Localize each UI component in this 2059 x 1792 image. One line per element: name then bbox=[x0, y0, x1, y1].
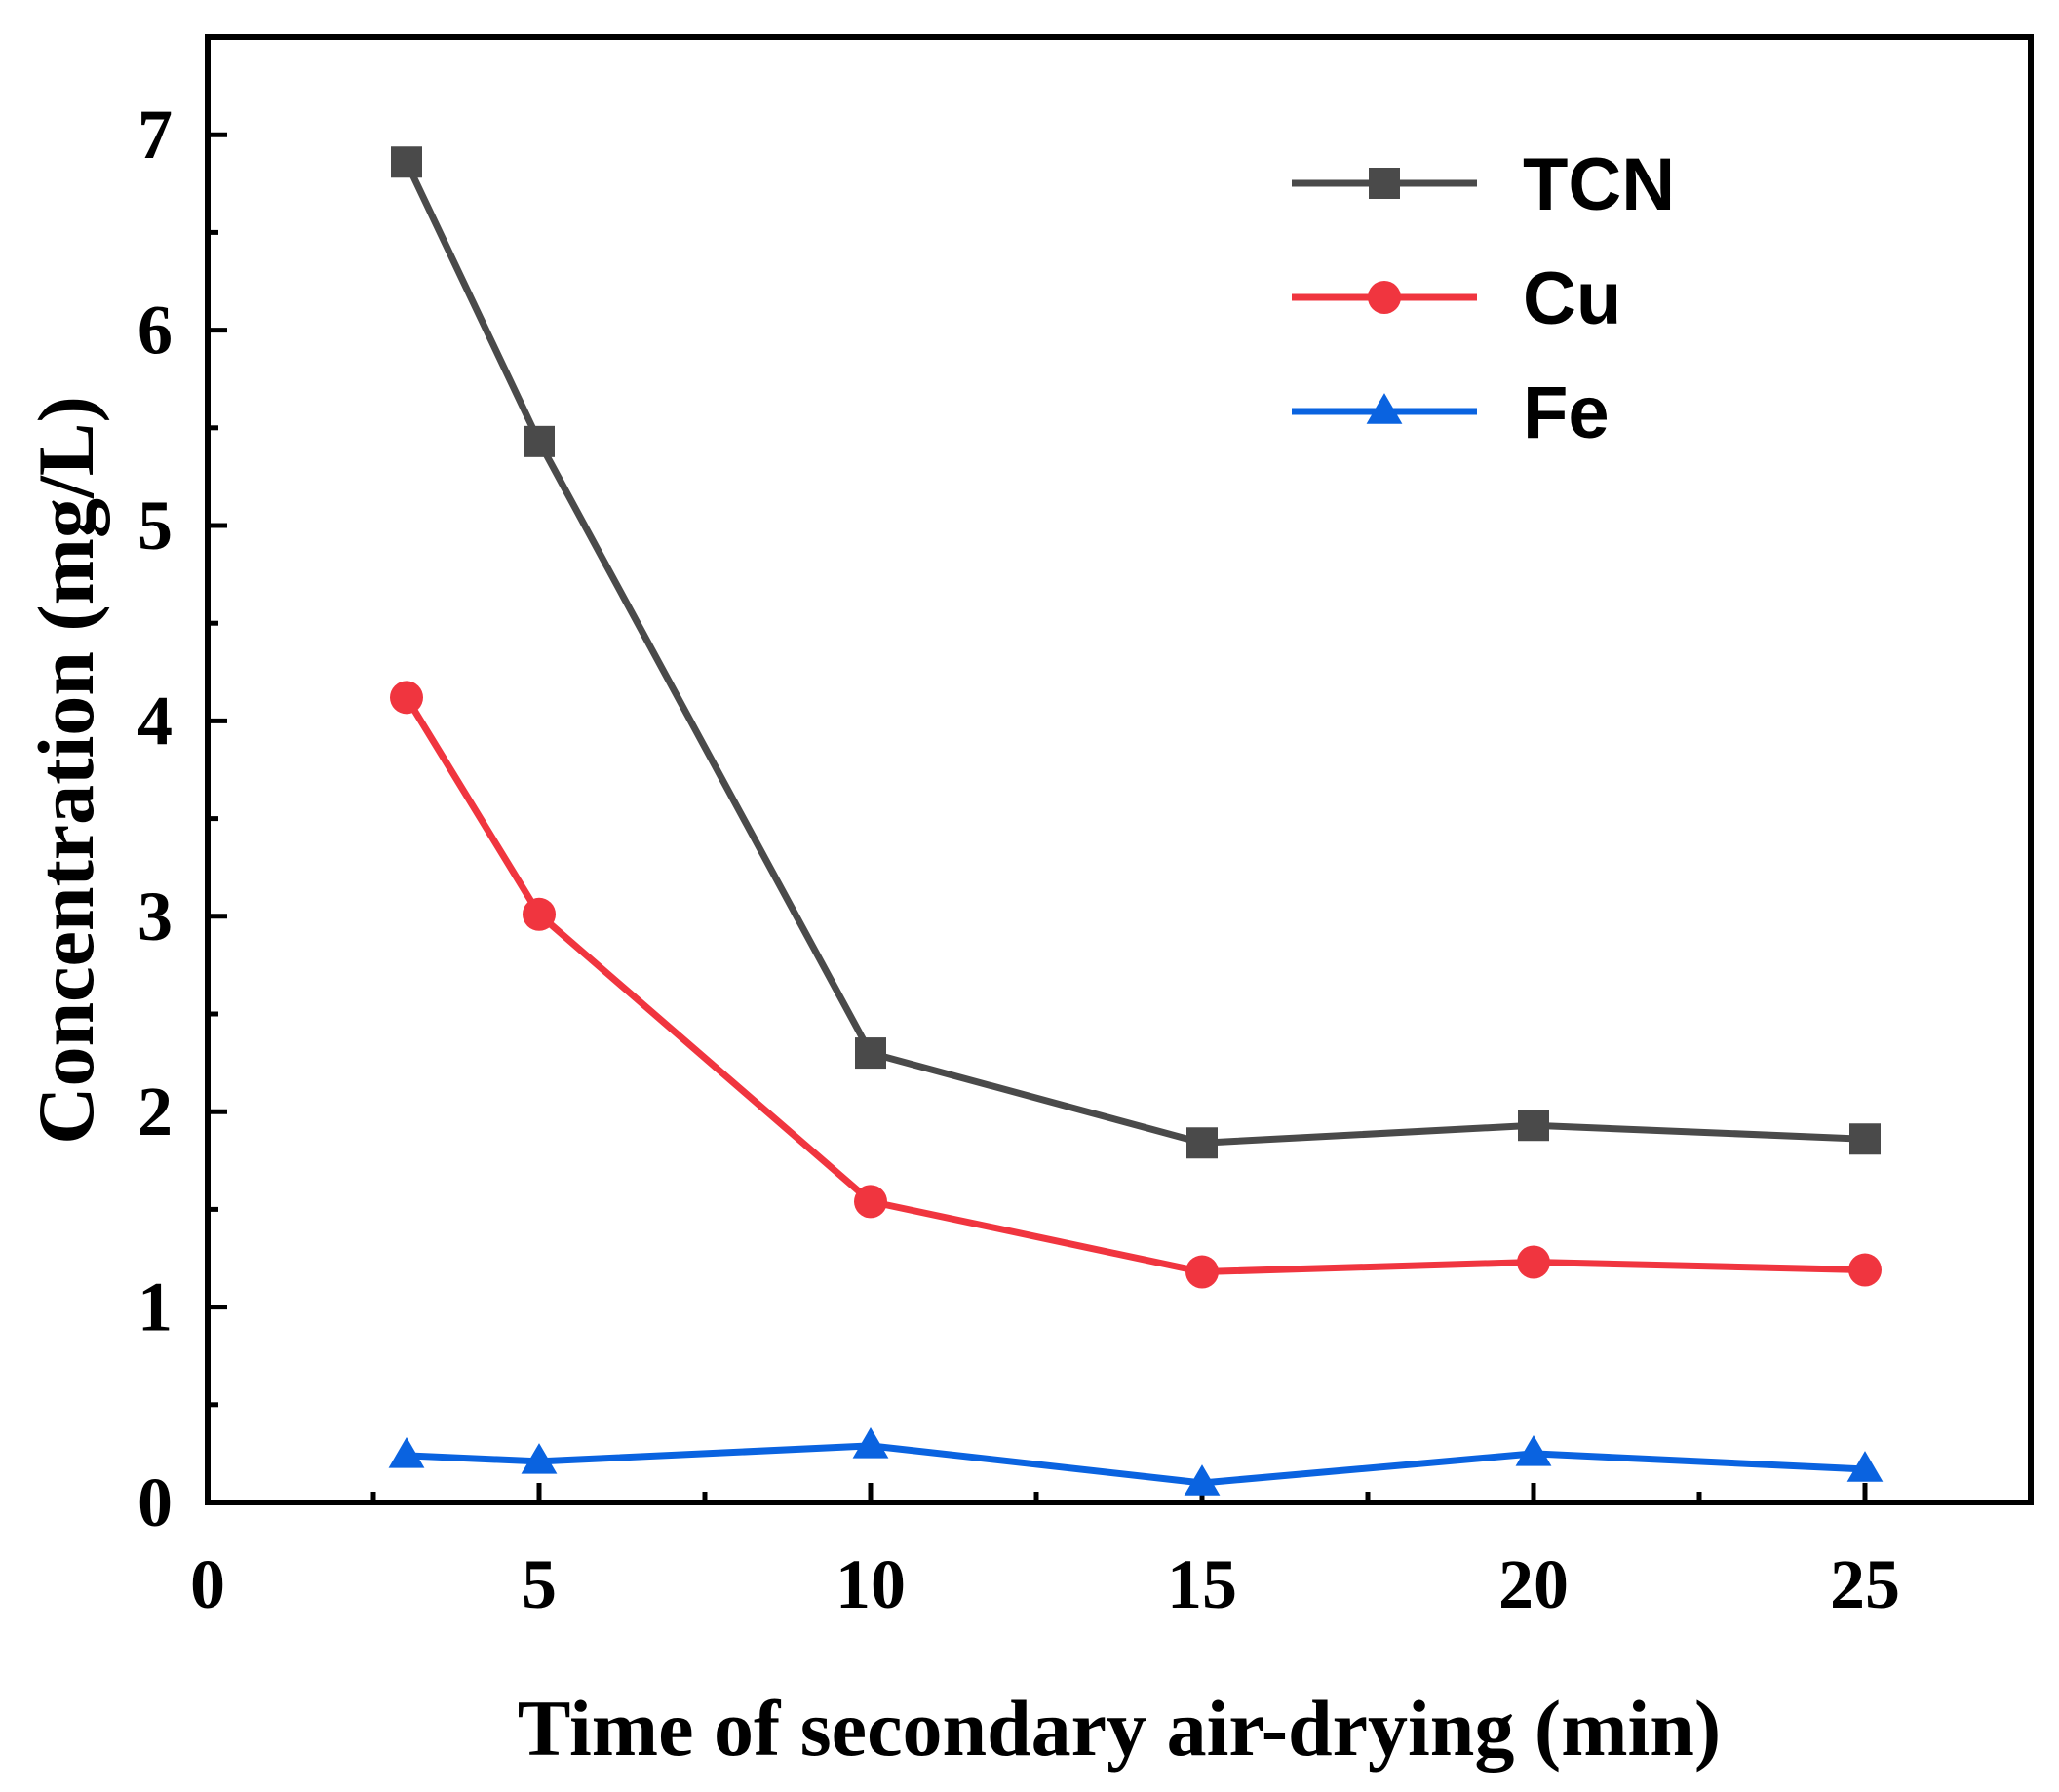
series-tcn-point bbox=[1518, 1110, 1549, 1142]
series-fe-point bbox=[388, 1437, 425, 1468]
series-fe-point bbox=[852, 1427, 889, 1459]
series-fe-point bbox=[1846, 1451, 1884, 1482]
series-fe-point bbox=[521, 1443, 558, 1474]
legend-swatch-marker bbox=[1369, 168, 1400, 199]
y-tick-label: 4 bbox=[137, 682, 173, 760]
plot-frame bbox=[205, 34, 2034, 1505]
legend-label: Fe bbox=[1523, 371, 1610, 454]
series-cu-point bbox=[1185, 1255, 1219, 1289]
series-fe bbox=[388, 1427, 1884, 1496]
y-tick-label: 1 bbox=[137, 1268, 173, 1346]
y-tick-label: 6 bbox=[137, 292, 173, 370]
series-tcn-point bbox=[391, 146, 422, 178]
legend-item-cu: Cu bbox=[1292, 257, 1621, 340]
series-tcn-point bbox=[855, 1037, 886, 1070]
legend-item-tcn: TCN bbox=[1292, 143, 1675, 226]
legend-label: TCN bbox=[1523, 143, 1675, 226]
series-layer bbox=[388, 146, 1884, 1496]
x-axis-title: Time of secondary air-drying (min) bbox=[518, 1684, 1721, 1773]
legend-label: Cu bbox=[1523, 257, 1621, 340]
legend-swatch-marker bbox=[1366, 393, 1403, 424]
y-tick-label: 7 bbox=[137, 96, 173, 174]
y-tick-label: 2 bbox=[137, 1072, 173, 1150]
x-tick-label: 5 bbox=[522, 1545, 557, 1623]
series-fe-point bbox=[1515, 1435, 1552, 1466]
x-tick-label: 0 bbox=[190, 1545, 225, 1623]
y-axis-title: Concentration (mg/L) bbox=[21, 396, 110, 1145]
x-tick-label: 25 bbox=[1830, 1545, 1900, 1623]
series-cu-line bbox=[404, 695, 1866, 1276]
x-tick-label: 15 bbox=[1167, 1545, 1237, 1623]
tick-labels: 0 5 10 15 20 25 0 1 2 3 4 5 6 7 bbox=[137, 96, 1900, 1623]
series-cu-point bbox=[1517, 1245, 1550, 1279]
x-tick-label: 20 bbox=[1498, 1545, 1569, 1623]
series-fe-line bbox=[406, 1442, 1866, 1487]
series-cu bbox=[390, 681, 1882, 1289]
series-fe-point bbox=[1184, 1464, 1221, 1496]
y-tick-label: 0 bbox=[137, 1463, 173, 1541]
series-cu-point bbox=[390, 681, 423, 715]
series-tcn-line bbox=[403, 160, 1866, 1147]
series-tcn-point bbox=[1186, 1127, 1218, 1159]
series-cu-point bbox=[1848, 1253, 1882, 1287]
series-cu-point bbox=[523, 897, 556, 931]
series-cu-point bbox=[854, 1185, 887, 1219]
legend-swatch-marker bbox=[1368, 281, 1401, 314]
series-tcn-point bbox=[524, 425, 555, 457]
series-tcn-point bbox=[1849, 1123, 1881, 1155]
y-tick-label: 5 bbox=[137, 487, 173, 565]
legend-item-fe: Fe bbox=[1292, 371, 1610, 454]
y-tick-label: 3 bbox=[137, 877, 173, 955]
legend: TCN Cu Fe bbox=[1292, 143, 1675, 454]
x-tick-label: 10 bbox=[835, 1545, 906, 1623]
series-tcn bbox=[391, 146, 1881, 1159]
